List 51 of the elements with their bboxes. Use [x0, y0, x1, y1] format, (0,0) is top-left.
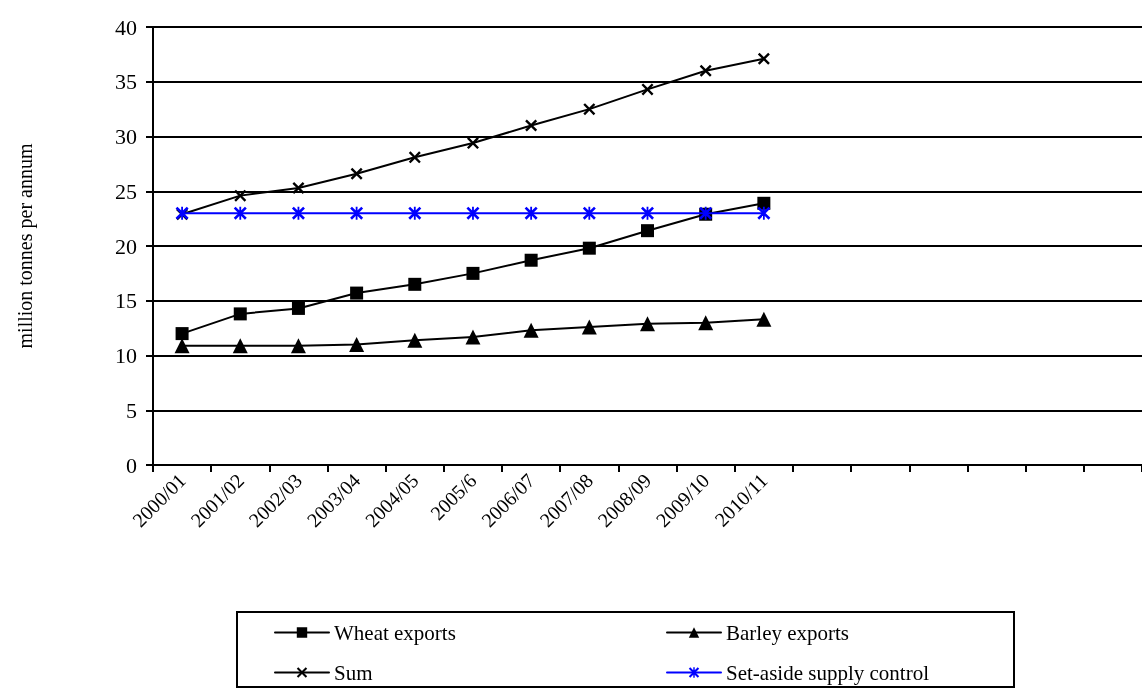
point [466, 266, 480, 280]
legend-label: Wheat exports [334, 620, 456, 645]
point [698, 315, 714, 331]
point [175, 327, 189, 341]
point [757, 52, 770, 65]
point [349, 337, 365, 353]
point [292, 181, 305, 194]
y-tick-label: 20 [115, 233, 137, 259]
point [583, 103, 596, 116]
point [756, 311, 772, 327]
point [641, 224, 654, 238]
y-tick-label: 5 [126, 397, 137, 423]
point [640, 316, 655, 332]
point [233, 307, 247, 321]
point [407, 332, 423, 348]
legend-label: Barley exports [726, 620, 850, 645]
point [582, 206, 596, 220]
point [524, 206, 538, 220]
point [465, 329, 481, 345]
point [408, 206, 422, 220]
point [350, 286, 364, 300]
point [757, 206, 771, 220]
point [641, 206, 654, 220]
point [524, 253, 538, 267]
point [291, 206, 305, 220]
point [350, 167, 363, 180]
point [408, 277, 422, 291]
legend-label: Set-aside supply control [726, 660, 930, 685]
point [174, 338, 190, 354]
point [408, 151, 421, 164]
y-axis-title: million tonnes per annum [14, 143, 37, 349]
point [232, 338, 248, 354]
point [233, 206, 247, 220]
point [581, 319, 597, 335]
point [523, 322, 539, 338]
legend-label: Sum [334, 660, 373, 685]
y-tick-label: 40 [115, 14, 137, 40]
y-tick-label: 10 [115, 343, 137, 368]
point [699, 64, 712, 77]
point [290, 338, 306, 354]
point [234, 189, 247, 202]
y-tick-label: 15 [115, 288, 137, 314]
point [582, 241, 596, 255]
point [291, 301, 305, 315]
point [350, 206, 364, 220]
y-tick-label: 0 [126, 452, 137, 478]
point [466, 137, 479, 150]
y-tick-label: 30 [115, 124, 137, 149]
point [525, 119, 538, 132]
y-tick-label: 35 [115, 69, 137, 95]
y-tick-label: 25 [115, 178, 137, 204]
